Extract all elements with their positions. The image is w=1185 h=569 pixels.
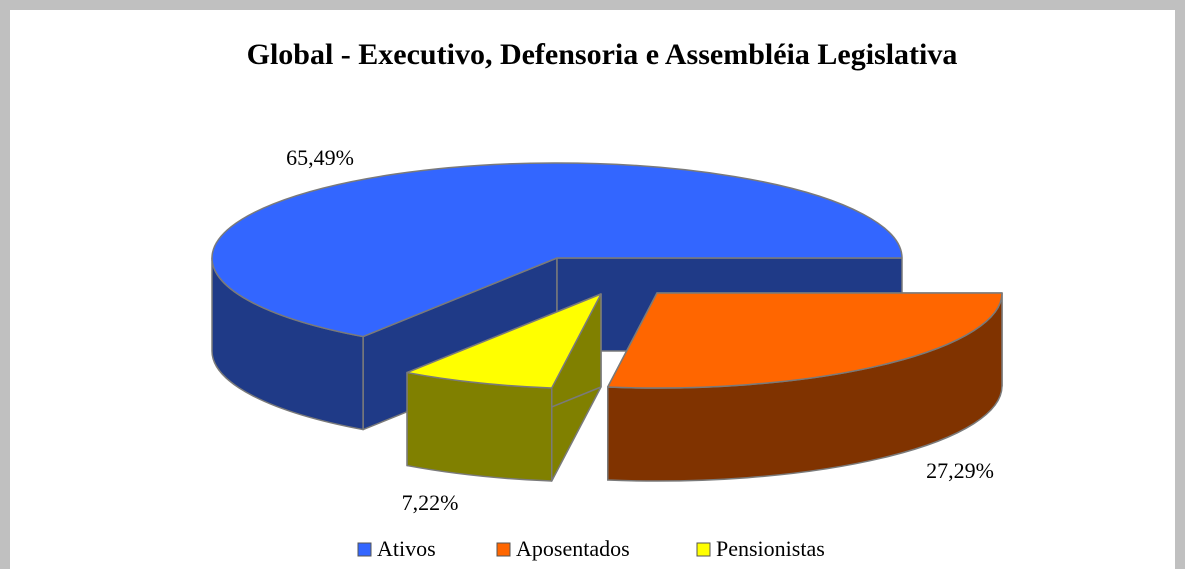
chart-title: Global - Executivo, Defensoria e Assembl…: [247, 38, 958, 71]
legend-swatch: [496, 542, 511, 557]
data-label: 27,29%: [926, 458, 994, 483]
slice: [607, 292, 1003, 389]
legend-label: Pensionistas: [716, 536, 825, 561]
legend-swatch: [696, 542, 711, 557]
data-label: 7,22%: [402, 490, 459, 515]
legend-label: Ativos: [377, 536, 436, 561]
slice: [406, 293, 602, 389]
slice: [211, 162, 903, 338]
legend-swatch: [357, 542, 372, 557]
legend-label: Aposentados: [516, 536, 630, 561]
frame-left: [0, 0, 10, 569]
frame-top: [0, 0, 1185, 10]
frame-right: [1175, 0, 1185, 569]
slice-side: [406, 371, 553, 482]
data-label: 65,49%: [286, 145, 354, 170]
